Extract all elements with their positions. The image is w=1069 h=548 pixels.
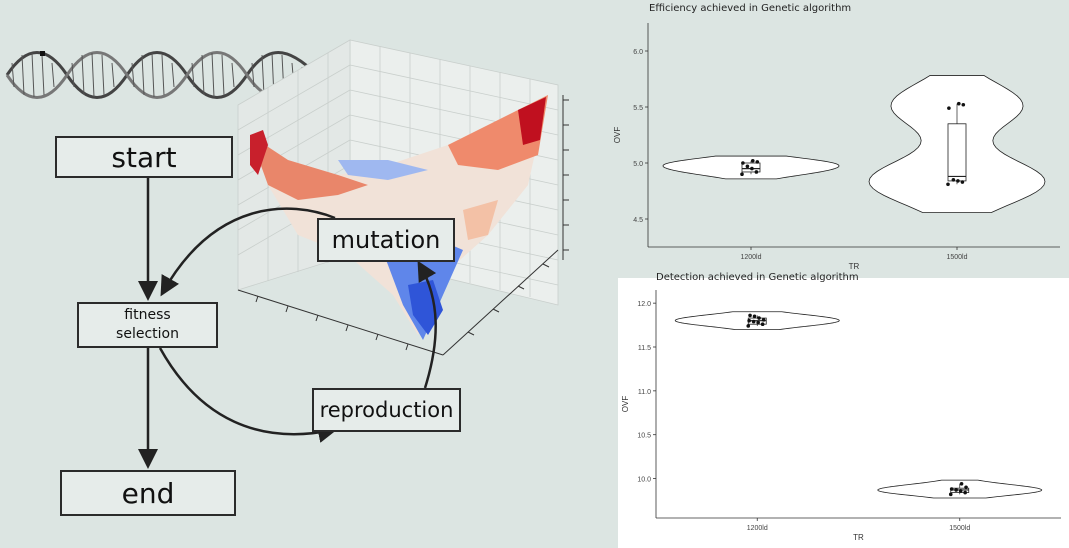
fitness-label: fitness xyxy=(124,307,171,324)
fitness-selection-box: fitness selection xyxy=(77,302,218,348)
dna-helix-image xyxy=(5,51,319,99)
x-tick-label: 1500ld xyxy=(949,525,970,532)
chart1-title: Efficiency achieved in Genetic algorithm xyxy=(649,3,852,14)
box xyxy=(947,123,967,182)
data-point xyxy=(963,490,967,495)
x-axis-label: TR xyxy=(849,262,860,271)
selection-label: selection xyxy=(116,326,179,342)
data-point xyxy=(747,318,751,323)
end-box: end xyxy=(60,470,236,516)
y-tick-label: 10.5 xyxy=(637,433,651,440)
arrow-reproduction-to-mutation xyxy=(417,260,437,389)
efficiency-violin-chart: 4.5 5.0 5.5 6.0 1200ld 1500ld TR OVF xyxy=(613,23,1060,271)
data-point xyxy=(741,161,745,165)
end-label: end xyxy=(121,476,175,510)
mutation-label: mutation xyxy=(331,226,441,254)
data-point xyxy=(740,172,744,176)
data-point xyxy=(954,488,958,492)
flowchart-arrows xyxy=(138,178,437,469)
data-point xyxy=(750,166,754,171)
data-point xyxy=(755,160,760,164)
reproduction-box: reproduction xyxy=(312,388,461,432)
data-point xyxy=(959,482,964,486)
data-point xyxy=(947,106,951,110)
data-point xyxy=(745,164,750,169)
y-tick-label: 4.5 xyxy=(633,217,643,224)
y-tick-label: 11.5 xyxy=(638,345,651,352)
data-point xyxy=(757,316,761,320)
data-point xyxy=(957,101,961,106)
y-axis-label: OVF xyxy=(621,396,630,413)
data-point xyxy=(746,324,751,328)
y-tick-label: 10.0 xyxy=(637,477,651,484)
data-point xyxy=(751,319,756,324)
data-point xyxy=(752,314,757,319)
data-point xyxy=(760,322,765,326)
x-tick-label: 1200ld xyxy=(747,525,768,532)
y-axis-label: OVF xyxy=(613,127,622,144)
data-point xyxy=(964,485,968,490)
y-tick-label: 6.0 xyxy=(633,49,643,56)
x-tick-label: 1500ld xyxy=(946,254,967,261)
start-label: start xyxy=(111,140,177,174)
chart2-title: Detection achieved in Genetic algorithm xyxy=(656,272,859,283)
reproduction-label: reproduction xyxy=(319,398,454,422)
detection-violin-chart: 10.0 10.5 11.0 11.5 12.0 1200ld 1500ld TR OVF xyxy=(621,290,1061,542)
y-tick-label: 5.0 xyxy=(633,161,643,168)
data-point xyxy=(751,158,755,163)
arrow-mutation-to-fitness xyxy=(160,207,336,297)
arrow-fitness-to-reproduction xyxy=(158,347,338,443)
mutation-box: mutation xyxy=(317,218,455,262)
data-point xyxy=(748,313,752,318)
x-axis-label: TR xyxy=(853,533,864,542)
data-point xyxy=(761,318,766,322)
y-tick-label: 5.5 xyxy=(633,105,643,112)
data-point xyxy=(956,179,960,183)
data-point xyxy=(946,182,950,187)
x-tick-label: 1200ld xyxy=(740,254,761,261)
data-point xyxy=(960,180,965,184)
data-point xyxy=(948,492,953,497)
y-tick-label: 12.0 xyxy=(637,301,651,308)
data-point xyxy=(754,170,759,174)
start-box: start xyxy=(55,136,233,178)
data-point xyxy=(961,102,966,107)
data-point xyxy=(951,178,956,182)
data-point xyxy=(756,320,760,325)
data-point xyxy=(958,489,963,493)
data-point xyxy=(949,487,954,491)
y-tick-label: 11.0 xyxy=(638,389,651,396)
